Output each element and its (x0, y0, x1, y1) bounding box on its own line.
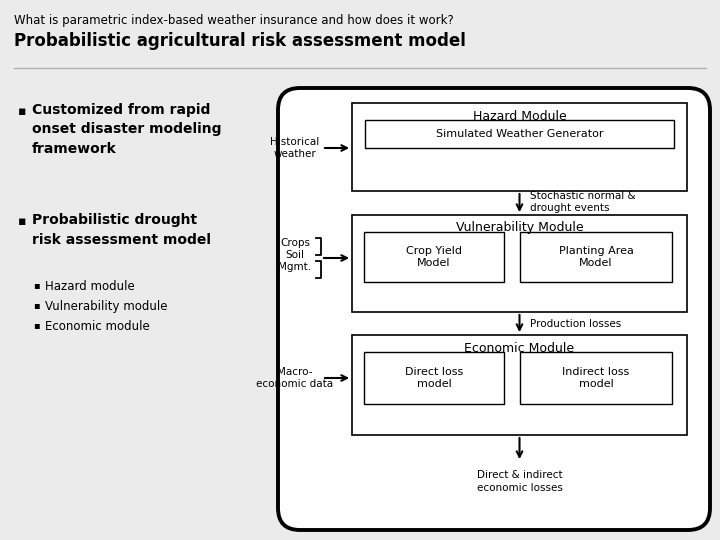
FancyBboxPatch shape (364, 232, 504, 282)
Text: Vulnerability Module: Vulnerability Module (456, 221, 583, 234)
Text: Direct loss
model: Direct loss model (405, 367, 463, 389)
FancyBboxPatch shape (278, 88, 710, 530)
FancyBboxPatch shape (352, 103, 687, 191)
Text: Stochastic normal &
drought events: Stochastic normal & drought events (529, 191, 635, 213)
Text: Simulated Weather Generator: Simulated Weather Generator (436, 129, 603, 139)
FancyBboxPatch shape (520, 232, 672, 282)
Text: ▪: ▪ (33, 300, 40, 310)
Text: Probabilistic agricultural risk assessment model: Probabilistic agricultural risk assessme… (14, 32, 466, 50)
Text: Vulnerability module: Vulnerability module (45, 300, 168, 313)
Text: Probabilistic drought
risk assessment model: Probabilistic drought risk assessment mo… (32, 213, 211, 246)
Text: Production losses: Production losses (529, 319, 621, 329)
Text: Hazard Module: Hazard Module (472, 110, 567, 123)
Text: Crop Yield
Model: Crop Yield Model (406, 246, 462, 268)
Text: Crops
Soil
Mgmt.: Crops Soil Mgmt. (279, 238, 312, 272)
FancyBboxPatch shape (364, 352, 504, 404)
Text: Economic module: Economic module (45, 320, 150, 333)
Text: Customized from rapid
onset disaster modeling
framework: Customized from rapid onset disaster mod… (32, 103, 222, 156)
Text: ▪: ▪ (33, 280, 40, 290)
Text: Planting Area
Model: Planting Area Model (559, 246, 634, 268)
FancyBboxPatch shape (352, 215, 687, 312)
Text: Indirect loss
model: Indirect loss model (562, 367, 629, 389)
Text: ▪: ▪ (33, 320, 40, 330)
Text: Historical
weather: Historical weather (271, 137, 320, 159)
FancyBboxPatch shape (352, 335, 687, 435)
Text: Macro-
economic data: Macro- economic data (256, 367, 333, 389)
Text: What is parametric index-based weather insurance and how does it work?: What is parametric index-based weather i… (14, 14, 454, 27)
Text: ▪: ▪ (18, 215, 27, 228)
Text: Economic Module: Economic Module (464, 341, 575, 354)
Text: ▪: ▪ (18, 105, 27, 118)
FancyBboxPatch shape (365, 120, 674, 148)
Text: Direct & indirect
economic losses: Direct & indirect economic losses (477, 470, 562, 493)
FancyBboxPatch shape (520, 352, 672, 404)
Text: Hazard module: Hazard module (45, 280, 135, 293)
